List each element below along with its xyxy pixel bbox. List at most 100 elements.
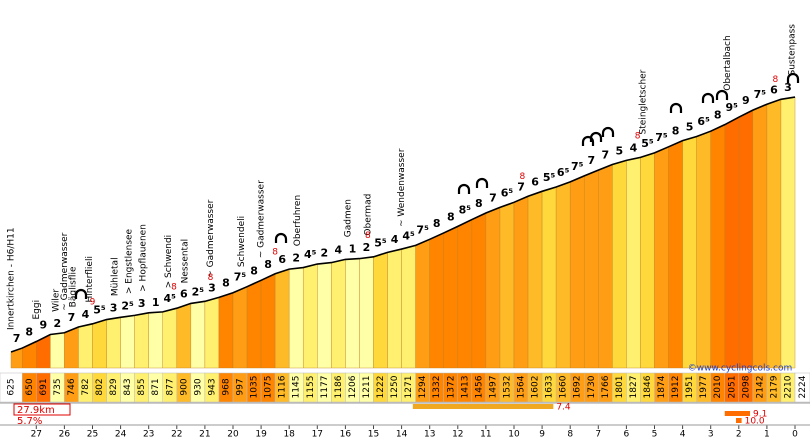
- place-label: Wiler: [51, 289, 61, 312]
- max-gradient: 8: [365, 231, 371, 241]
- place-label: Innertkirchen - H6/H11: [7, 227, 17, 330]
- gradient-label: 5: [686, 120, 694, 133]
- profile-segment: [92, 319, 107, 369]
- profile-segment: [387, 248, 402, 369]
- place-label: Obermad: [363, 194, 373, 236]
- profile-segment: [415, 239, 430, 369]
- gradient-label: 3: [784, 81, 792, 94]
- place-label: ~ Gadmerwasser: [206, 199, 216, 277]
- profile-segment: [569, 175, 585, 369]
- gradient-label: 8: [433, 217, 441, 230]
- place-label: > Schwendi: [164, 235, 174, 289]
- gradient-label: 9: [39, 319, 47, 332]
- gradient-label: 6: [770, 83, 778, 96]
- gradient-label: 4: [391, 233, 399, 246]
- elevation-label: 1206: [348, 375, 358, 398]
- elevation-label: 829: [109, 378, 119, 395]
- gradient-label: 1: [152, 296, 160, 309]
- elevation-label: 1951: [685, 376, 695, 399]
- profile-segment: [260, 273, 276, 369]
- place-label: Mühletal: [110, 257, 120, 296]
- place-label: Sustenpass: [788, 24, 798, 76]
- gradient-label: 6: [531, 175, 539, 188]
- profile-segment: [485, 207, 501, 369]
- gradient-label: 9: [742, 94, 750, 107]
- elevation-label: 968: [221, 378, 231, 395]
- gradient-label: 7⁵: [571, 160, 584, 173]
- x-tick-label: 4: [680, 430, 686, 440]
- elevation-label: 1977: [699, 376, 709, 399]
- gradient-label: 7: [68, 311, 76, 324]
- x-tick-label: 12: [452, 430, 463, 440]
- profile-segment: [766, 99, 782, 369]
- elevation-label: 1116: [278, 375, 288, 398]
- profile-segment: [218, 292, 234, 369]
- place-label: Nessental: [181, 239, 191, 283]
- profile-segment: [274, 268, 290, 369]
- profile-segment: [288, 267, 304, 369]
- x-tick-label: 17: [312, 430, 323, 440]
- elevation-label: 1413: [460, 376, 470, 399]
- x-tick-label: 21: [199, 430, 210, 440]
- profile-segment: [780, 96, 796, 369]
- profile-segment: [738, 109, 754, 369]
- elevation-label: 802: [95, 378, 105, 395]
- profile-segment: [668, 140, 683, 369]
- gradient-label: 4⁵: [164, 292, 177, 305]
- elevation-label: 871: [151, 378, 161, 395]
- profile-segment: [331, 259, 346, 369]
- profile-outline: [10, 96, 796, 353]
- steepest-label: 9.1: [753, 410, 767, 420]
- elevation-label: 1250: [390, 375, 400, 398]
- place-label: ~ Wendenwasser: [397, 148, 407, 227]
- profile-segment: [443, 226, 458, 369]
- elevation-label: 2010: [713, 375, 723, 398]
- elevation-label: 1660: [559, 375, 569, 398]
- elevation-label: 843: [123, 378, 133, 395]
- gradient-label: 5⁵: [543, 171, 556, 184]
- gradient-label: 4: [82, 308, 90, 321]
- elevation-label: 877: [165, 378, 175, 395]
- profile-segment: [612, 160, 627, 369]
- profile-segment: [527, 191, 543, 369]
- x-tick-label: 2: [736, 430, 742, 440]
- profile-segment: [626, 157, 641, 369]
- profile-segment: [64, 326, 79, 369]
- profile-segment: [710, 124, 725, 369]
- elevation-label: 1846: [643, 375, 653, 398]
- steepest-bar: [724, 411, 751, 416]
- profile-segment: [682, 136, 697, 369]
- elevation-label: 1766: [601, 375, 611, 398]
- gradient-label: 1: [349, 243, 357, 256]
- gradient-label: 8: [222, 277, 230, 290]
- elevation-label: 1271: [404, 376, 414, 399]
- steepest-label: 10.0: [745, 417, 765, 427]
- elevation-label: 746: [67, 378, 77, 395]
- gradient-label: 7⁵: [754, 88, 767, 101]
- profile-segment: [373, 252, 388, 369]
- profile-segment: [696, 130, 711, 369]
- elevation-label: 1602: [531, 376, 541, 399]
- elevation-label: 2051: [727, 376, 737, 399]
- x-tick-label: 19: [255, 430, 267, 440]
- elevation-label: 1497: [488, 376, 498, 399]
- place-label: Steingletscher: [639, 69, 649, 134]
- elevation-cell: [794, 372, 810, 403]
- elevation-label: 1633: [545, 376, 555, 399]
- gradient-label: 8: [672, 125, 680, 138]
- place-label: ~ Obertalbach: [723, 35, 733, 101]
- gradient-label: 9⁵: [726, 101, 739, 114]
- elevation-label: 2179: [769, 375, 779, 398]
- x-tick-label: 25: [87, 430, 98, 440]
- x-tick-label: 27: [31, 430, 42, 440]
- elevation-label: 1730: [587, 375, 597, 398]
- max-gradient: 8: [520, 172, 526, 182]
- elevation-label: 1692: [573, 376, 583, 399]
- elevation-label: 1177: [320, 376, 330, 399]
- max-gradient: 8: [171, 282, 177, 292]
- x-tick-label: 23: [143, 430, 154, 440]
- x-tick-label: 20: [227, 430, 239, 440]
- x-tick-label: 3: [708, 430, 714, 440]
- profile-segment: [640, 152, 655, 369]
